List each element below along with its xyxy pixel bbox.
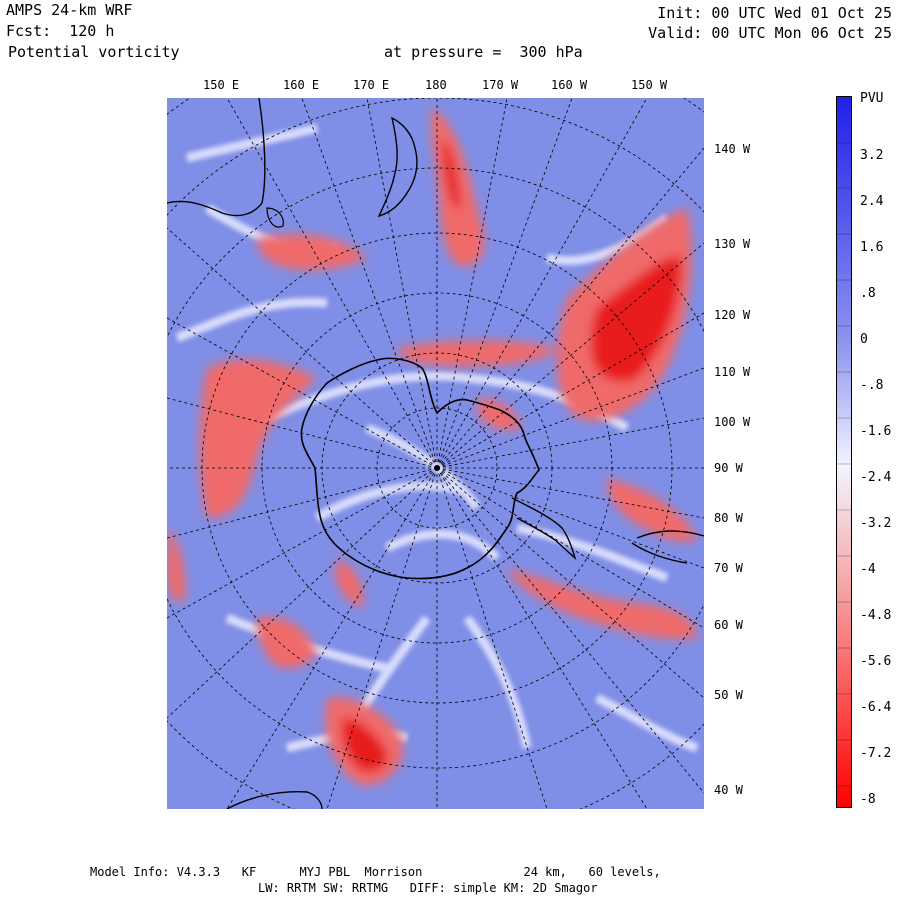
lon-label-top: 150 W: [631, 78, 668, 92]
colorbar-tick-label: -2.4: [860, 470, 892, 485]
colorbar-tick-label: -5.6: [860, 654, 892, 669]
model-info-line1: Model Info: V4.3.3 KF MYJ PBL Morrison 2…: [90, 865, 661, 879]
colorbar-tick-label: -4.8: [860, 608, 892, 623]
antarctic-peninsula: [511, 497, 577, 561]
forecast-hour: Fcst: 120 h: [6, 22, 115, 40]
lon-label-right: 40 W: [714, 783, 743, 797]
lon-label-top: 180: [425, 78, 447, 92]
colorbar-tick-label: -4: [860, 562, 876, 577]
model-info-line2: LW: RRTM SW: RRTMG DIFF: simple KM: 2D S…: [258, 881, 598, 895]
colorbar-tick-label: 0: [860, 332, 868, 347]
colorbar-tick-label: -3.2: [860, 516, 892, 531]
model-title: AMPS 24-km WRF: [6, 1, 133, 19]
colorbar-tick-label: -8: [860, 792, 876, 807]
colorbar-tick-label: -1.6: [860, 424, 892, 439]
colorbar-tick-label: 2.4: [860, 194, 884, 209]
tasmania-coastline: [266, 207, 284, 228]
lon-label-right: 120 W: [714, 308, 751, 322]
lon-label-top: 170 W: [482, 78, 519, 92]
colorbar-tick-label: -7.2: [860, 746, 892, 761]
lon-label-right: 100 W: [714, 415, 751, 429]
init-time: Init: 00 UTC Wed 01 Oct 25: [657, 4, 892, 22]
lon-label-right: 70 W: [714, 561, 743, 575]
lon-label-top: 170 E: [353, 78, 390, 92]
colorbar-tick-label: -.8: [860, 378, 884, 393]
lon-label-top: 160 E: [283, 78, 320, 92]
lon-label-right: 140 W: [714, 142, 751, 156]
lon-label-right: 50 W: [714, 688, 743, 702]
lon-label-right: 90 W: [714, 461, 743, 475]
lon-label-right: 110 W: [714, 365, 751, 379]
colorbar: [836, 96, 852, 808]
australia-coastline: [167, 98, 266, 217]
antarctica-coastline: [300, 357, 540, 580]
pressure-level: at pressure = 300 hPa: [384, 43, 583, 61]
lon-label-top: 160 W: [551, 78, 588, 92]
lon-label-right: 80 W: [714, 511, 743, 525]
pv-map: [167, 98, 704, 809]
colorbar-tick-label: 1.6: [860, 240, 884, 255]
valid-time: Valid: 00 UTC Mon 06 Oct 25: [648, 24, 892, 42]
pv-red-regions: [167, 108, 697, 786]
colorbar-unit: PVU: [860, 91, 884, 106]
field-name: Potential vorticity: [8, 43, 180, 61]
new-zealand-coastline: [377, 116, 418, 218]
colorbar-tick-label: -6.4: [860, 700, 892, 715]
colorbar-tick-label: 3.2: [860, 148, 884, 163]
south-america-coastline: [631, 530, 704, 564]
colorbar-tick-label: .8: [860, 286, 876, 301]
lon-label-right: 130 W: [714, 237, 751, 251]
africa-coastline: [226, 790, 323, 809]
lon-label-right: 60 W: [714, 618, 743, 632]
lon-label-top: 150 E: [203, 78, 240, 92]
